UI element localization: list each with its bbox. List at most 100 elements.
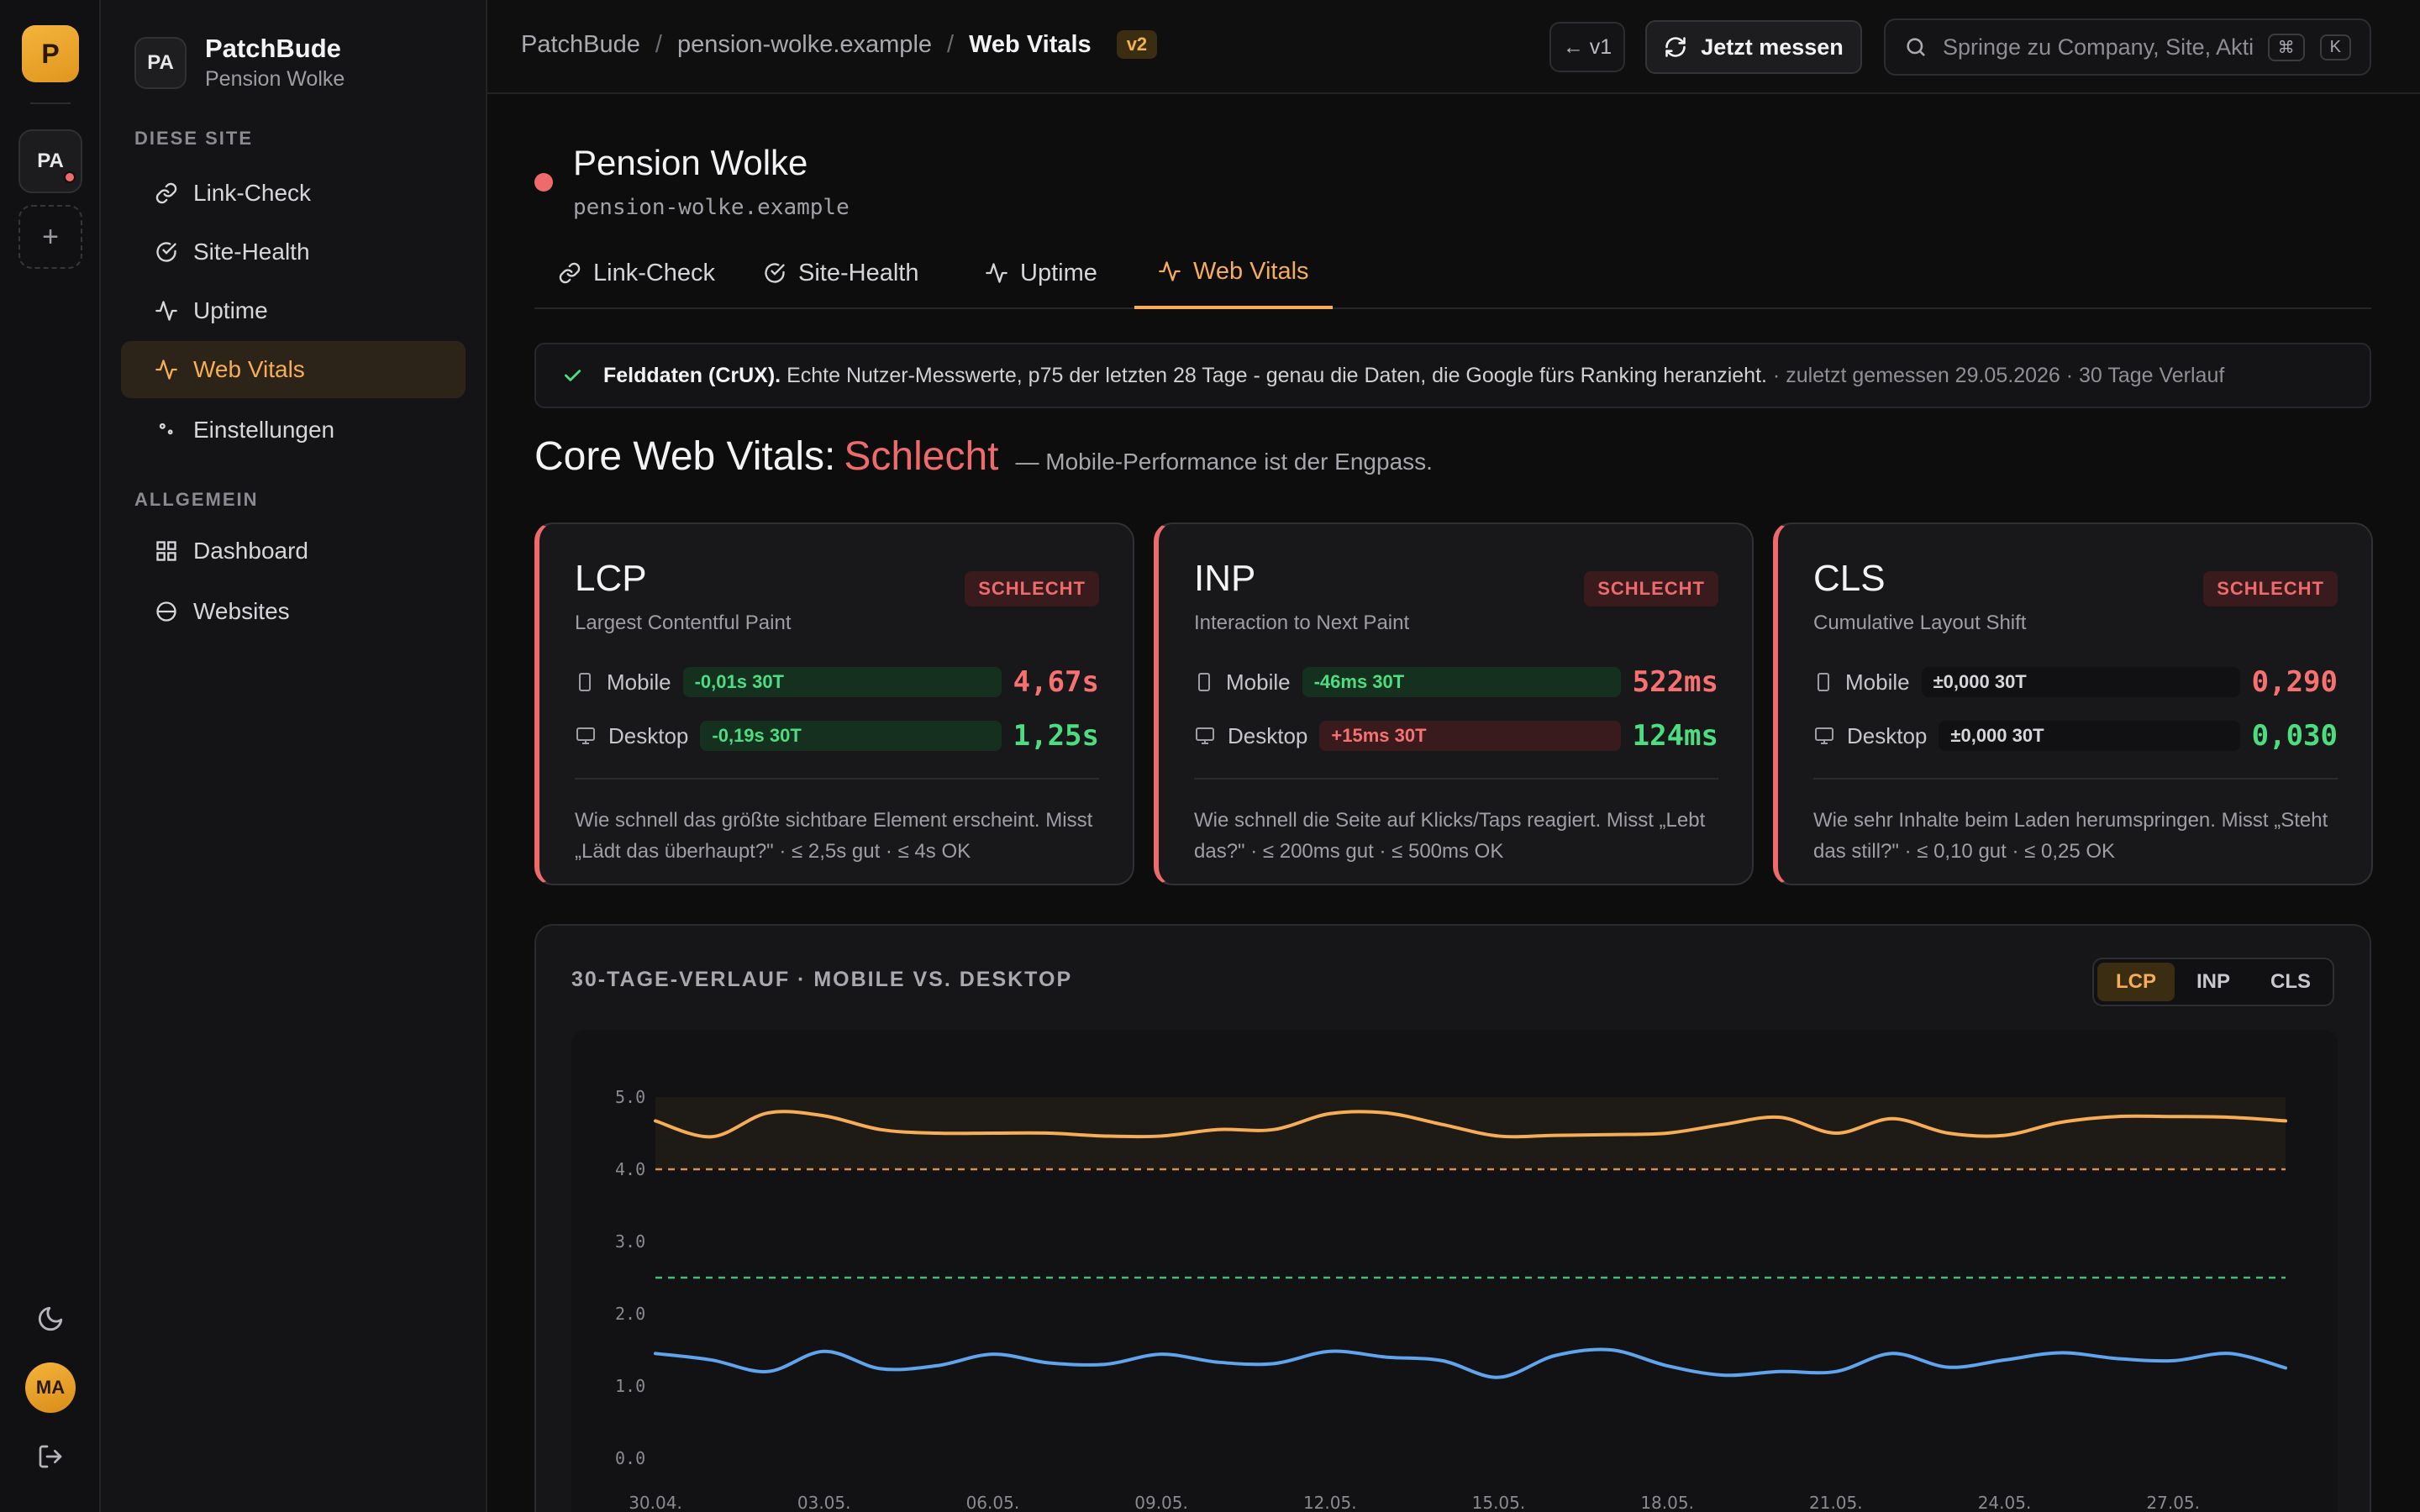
segment-cls[interactable]: CLS [2270,970,2311,993]
activity-icon [155,301,177,321]
topbar: PatchBude / pension-wolke.example / Web … [487,0,2420,94]
sidebar-item-label: Uptime [193,297,268,323]
series-line-mobile [654,1110,2287,1139]
shortcut-key-k: K [2319,34,2351,60]
breadcrumb-current: Web Vitals [969,30,1092,58]
sidebar-item-web-vitals[interactable]: Web Vitals [121,341,466,398]
notice-text: Echte Nutzer-Messwerte, p75 der letzten … [786,363,1767,387]
y-tick-label: 2.0 [615,1304,645,1324]
mobile-trend: -46ms 30T [1302,667,1621,697]
site-status-dot [64,171,76,183]
card-divider [1813,778,2338,780]
measure-now-button[interactable]: Jetzt messen [1645,20,1862,74]
x-tick-label: 03.05. [797,1493,851,1512]
tab-link-check[interactable]: Link-Check [534,237,739,309]
moon-icon [38,1306,63,1331]
card-divider [1194,778,1718,780]
brand-name: PatchBude [205,34,341,63]
logout-button[interactable] [30,1436,71,1477]
sidebar-item-websites[interactable]: Websites [121,583,466,640]
app-logo[interactable]: P [22,25,79,82]
tab-label: Site-Health [798,259,919,286]
site-switcher-tile[interactable]: PA [18,129,82,193]
x-tick-label: 30.04. [629,1493,682,1512]
desktop-trend: ±0,000 30T [1939,721,2240,751]
tab-bar: Link-Check Site-Health Uptime Web Vitals [534,237,2371,309]
status-badge: SCHLECHT [1584,571,1718,606]
breadcrumb: PatchBude / pension-wolke.example / Web … [521,30,1158,59]
search-box[interactable]: ⌘ K [1884,18,2371,76]
crux-notice: Felddaten (CrUX). Echte Nutzer-Messwerte… [534,343,2371,408]
breadcrumb-separator: / [947,30,955,58]
sidebar-item-label: Websites [193,598,290,624]
x-tick-label: 15.05. [1472,1493,1526,1512]
y-tick-label: 5.0 [615,1087,645,1107]
tab-site-health[interactable]: Site-Health [739,237,942,309]
shortcut-key-cmd: ⌘ [2267,33,2305,61]
notice-bold: Felddaten (CrUX). [603,363,781,387]
metric-description: Wie schnell das größte sichtbare Element… [575,809,1093,863]
status-badge: SCHLECHT [965,571,1099,606]
tab-uptime[interactable]: Uptime [961,237,1121,309]
search-input[interactable] [1943,34,2253,60]
mobile-label: Mobile [1226,669,1291,695]
segment-lcp[interactable]: LCP [2096,963,2175,1001]
desktop-row: Desktop ±0,000 30T 0,030 [1813,717,2338,754]
activity-icon [986,263,1007,283]
rail-divider [30,102,71,104]
x-tick-label: 09.05. [1134,1493,1188,1512]
line-chart: 0.0 1.0 2.0 3.0 4.0 5.0 30.04. 03.05. 06.05. 09.0… [615,1087,2287,1512]
segment-inp[interactable]: INP [2196,970,2230,993]
settings-icon [159,423,173,435]
breadcrumb-site[interactable]: pension-wolke.example [676,30,933,58]
x-tick-label: 18.05. [1640,1493,1694,1512]
sidebar-item-dashboard[interactable]: Dashboard [121,522,466,580]
tab-web-vitals[interactable]: Web Vitals [1134,237,1333,309]
globe-icon [156,601,176,622]
plus-icon: + [42,220,59,253]
sidebar-item-uptime[interactable]: Uptime [121,282,466,339]
sidebar-item-label: Einstellungen [193,417,335,443]
desktop-label: Desktop [608,722,689,748]
desktop-value: 124ms [1632,719,1718,753]
theme-toggle-button[interactable] [30,1299,71,1339]
metric-description: Wie sehr Inhalte beim Laden herumspringe… [1813,809,2328,863]
breadcrumb-company[interactable]: PatchBude [521,30,640,58]
refresh-icon [1665,37,1686,57]
x-tick-label: 21.05. [1809,1493,1863,1512]
mobile-value: 4,67s [1013,665,1099,699]
sidebar: PA PatchBude Pension Wolke DIESE SITE Li… [101,0,487,1512]
tab-label: Uptime [1020,259,1097,286]
sidebar-item-site-health[interactable]: Site-Health [121,223,466,281]
x-tick-label: 24.05. [1978,1493,2032,1512]
desktop-trend: -0,19s 30T [700,721,1002,751]
mobile-value: 522ms [1632,665,1718,699]
mobile-row: Mobile -46ms 30T 522ms [1194,664,1718,701]
sidebar-item-link-check[interactable]: Link-Check [121,165,466,222]
desktop-label: Desktop [1228,722,1308,748]
add-site-button[interactable]: + [18,205,82,269]
tab-label: Link-Check [593,259,716,286]
cwv-heading: Core Web Vitals: Schlecht — Mobile-Perfo… [534,433,1433,480]
site-status-indicator [534,173,553,192]
smartphone-icon [1198,673,1210,691]
sidebar-item-settings[interactable]: Einstellungen [121,402,466,459]
brand-site-name: Pension Wolke [205,67,345,91]
card-divider [575,778,1099,780]
pulse-icon [1159,261,1181,281]
page-title: Pension Wolke [573,143,808,182]
mobile-row: Mobile -0,01s 30T 4,67s [575,664,1099,701]
metric-title: CLS [1813,558,1886,599]
desktop-value: 0,030 [2251,719,2338,753]
user-avatar[interactable]: MA [25,1362,76,1413]
link-icon [155,182,177,204]
desktop-value: 1,25s [1013,719,1099,753]
x-tick-label: 27.05. [2146,1493,2200,1512]
status-badge: SCHLECHT [2203,571,2338,606]
metric-segmented-control: LCP INP CLS [2091,958,2334,1006]
sidebar-section-site: DIESE SITE [134,128,254,149]
desktop-label: Desktop [1847,722,1928,748]
x-tick-label: 12.05. [1303,1493,1357,1512]
back-to-v1-button[interactable]: ← v1 [1549,22,1625,72]
brand[interactable]: PA PatchBude Pension Wolke [134,34,345,92]
